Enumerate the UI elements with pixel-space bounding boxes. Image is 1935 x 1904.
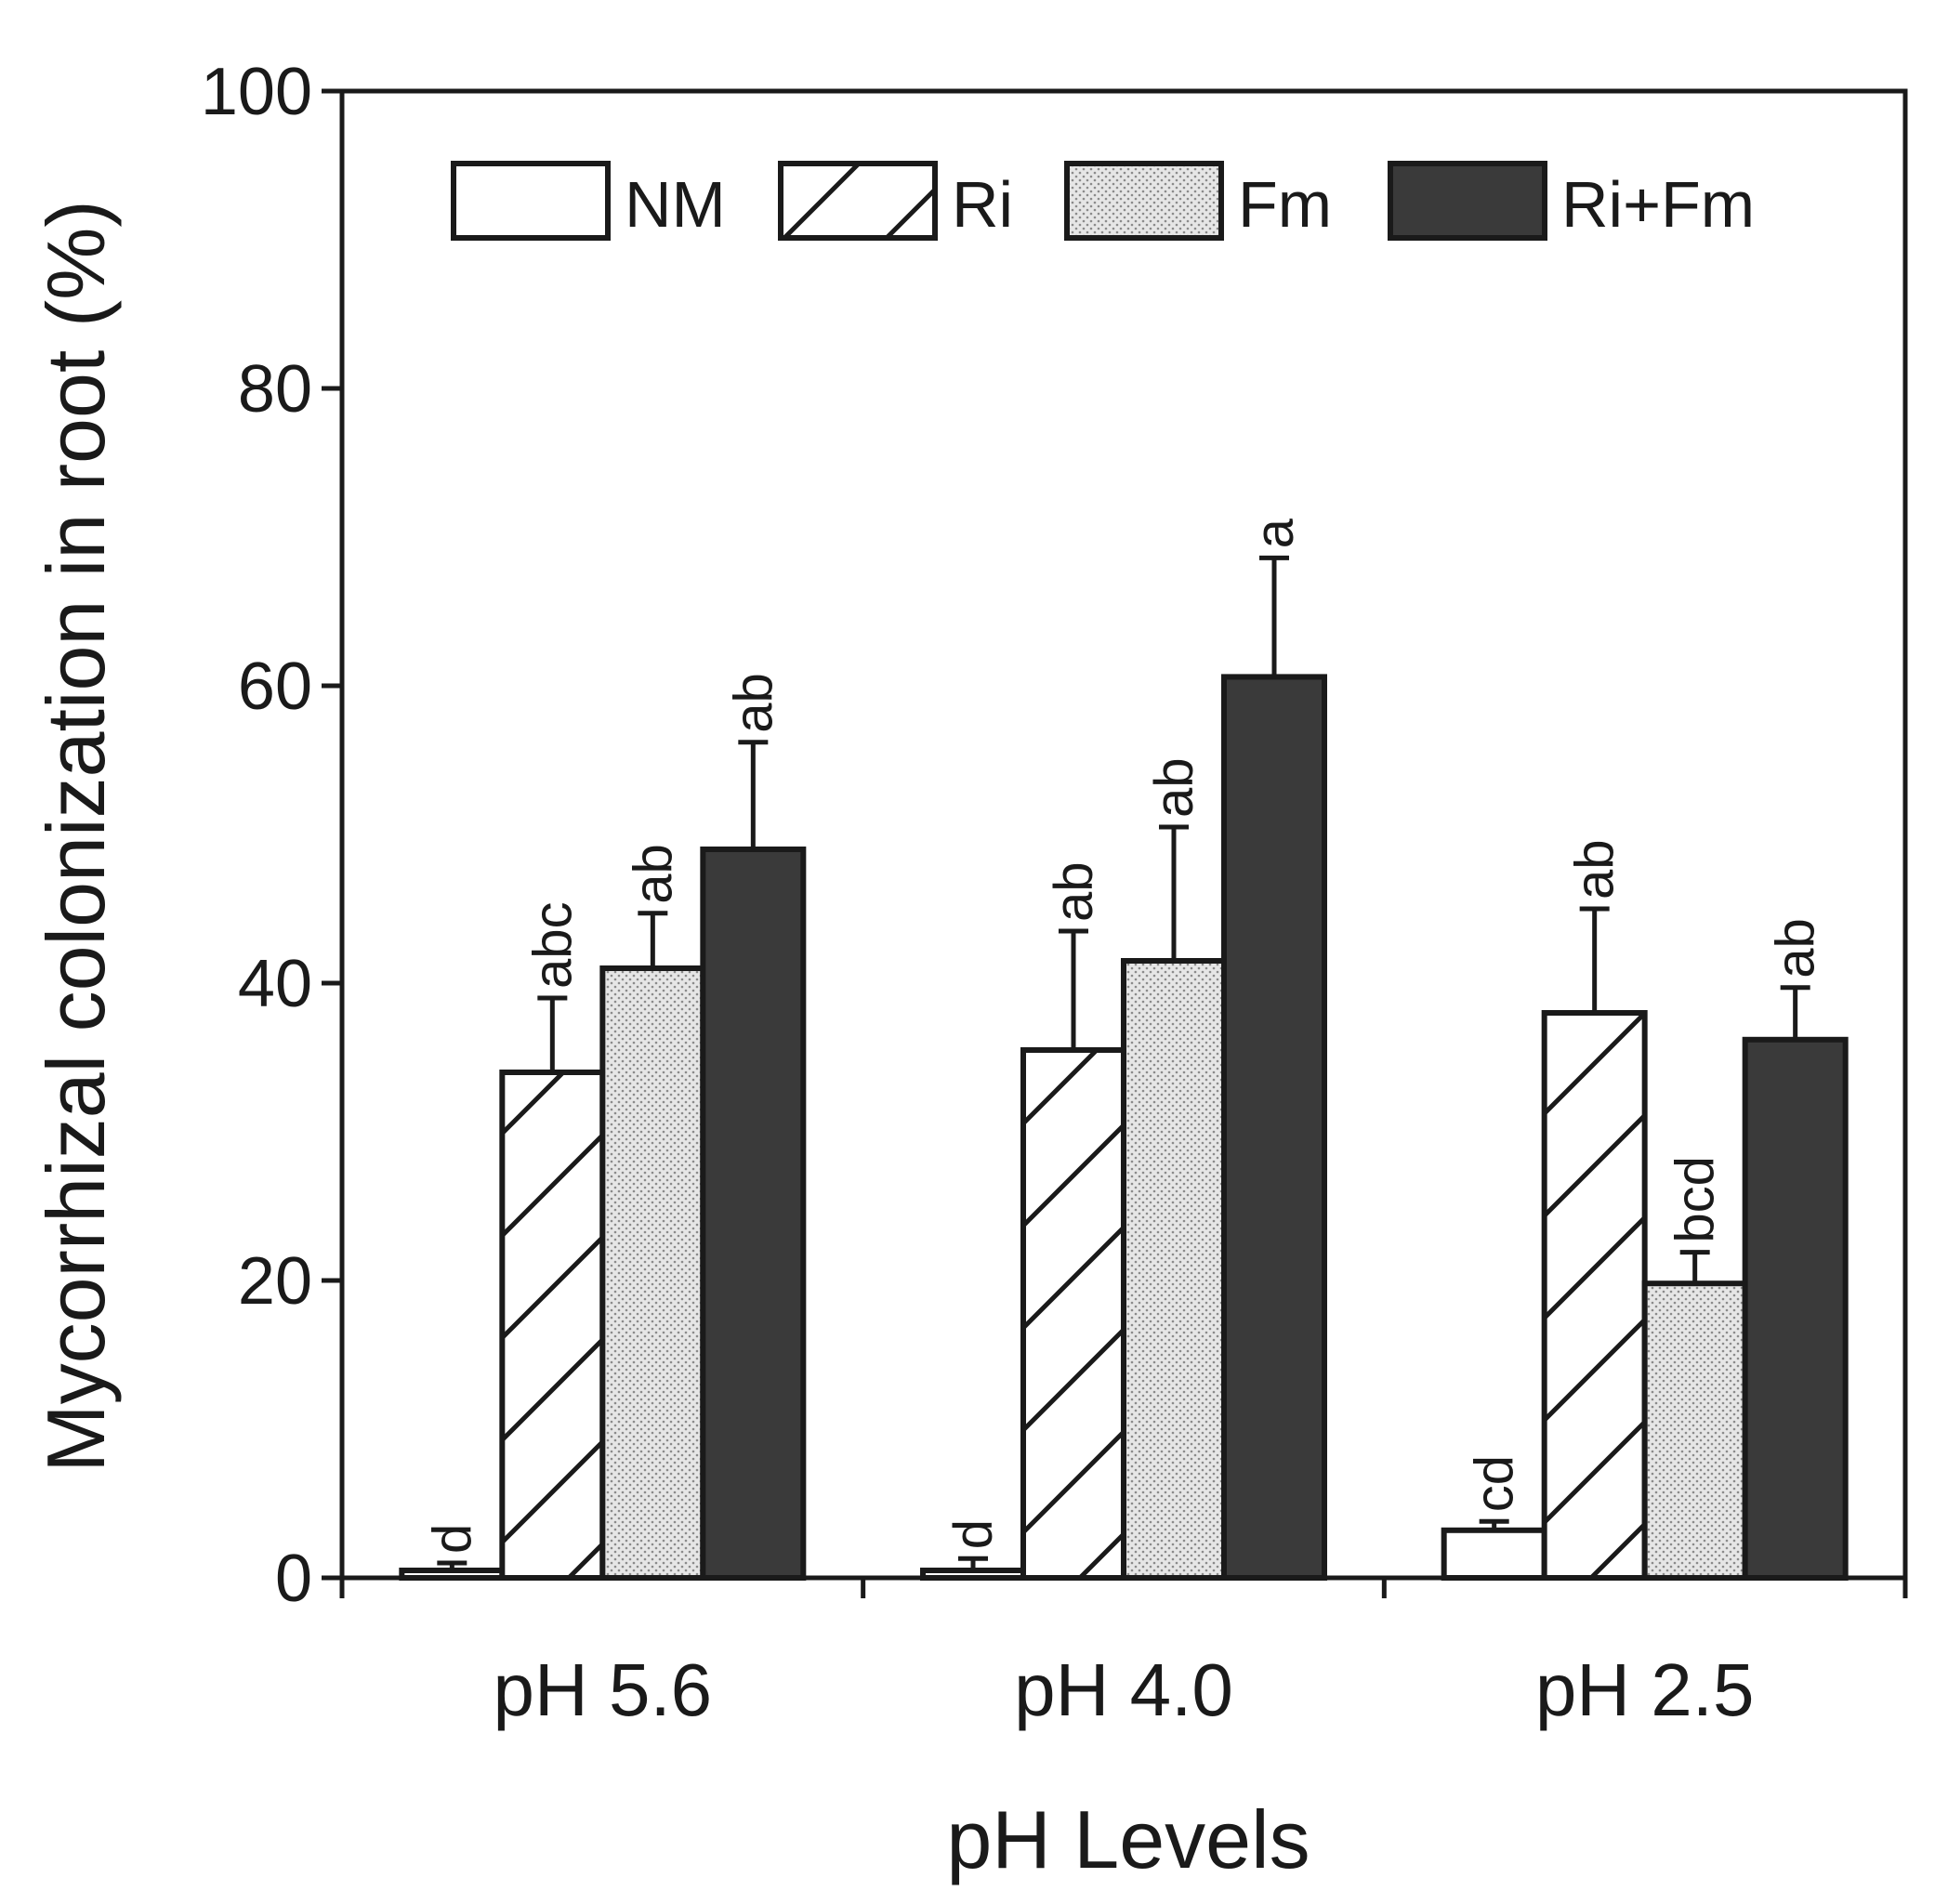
legend-swatch-ri [778, 161, 938, 241]
bar-ri-fm-ph-5-6 [700, 847, 807, 1581]
sig-letter-fm-ph-2-5: bcd [1665, 1156, 1726, 1243]
legend-swatch-ri-fm [1388, 161, 1547, 241]
y-tick-label-40: 40 [238, 947, 312, 1021]
sig-letter-ri-ph-5-6: abc [522, 901, 583, 989]
y-axis-title: Mycorrhizal colonization in root (%) [30, 200, 122, 1472]
y-tick-label-60: 60 [238, 650, 312, 724]
bar-nm-ph-4-0 [920, 1568, 1026, 1581]
sig-letter-nm-ph-4-0: d [943, 1519, 1004, 1549]
sig-letter-ri-ph-2-5: ab [1565, 839, 1626, 899]
y-tick-label-20: 20 [238, 1244, 312, 1319]
bar-ri-ph-4-0 [1020, 1047, 1126, 1581]
sig-letter-ri-ph-4-0: ab [1044, 861, 1104, 922]
legend-label-ri: Ri [952, 168, 1013, 241]
sig-letter-fm-ph-4-0: ab [1144, 757, 1204, 818]
x-tick-label-ph-4-0: pH 4.0 [1014, 1648, 1233, 1731]
sig-letter-ri-fm-ph-4-0: a [1244, 518, 1305, 548]
legend-label-fm: Fm [1238, 168, 1332, 241]
y-tick-label-0: 0 [275, 1542, 312, 1616]
y-tick-label-80: 80 [238, 352, 312, 427]
bar-ri-ph-2-5 [1541, 1010, 1648, 1581]
bar-fm-ph-4-0 [1121, 958, 1227, 1581]
legend-swatch-nm [451, 161, 611, 241]
legend-swatch-fm [1064, 161, 1224, 241]
bar-fm-ph-2-5 [1641, 1280, 1748, 1581]
sig-letter-ri-fm-ph-5-6: ab [723, 673, 783, 733]
x-tick-label-ph-2-5: pH 2.5 [1535, 1648, 1755, 1731]
bar-nm-ph-5-6 [399, 1568, 506, 1581]
y-tick-label-100: 100 [201, 55, 312, 129]
bar-ri-fm-ph-4-0 [1221, 674, 1327, 1581]
sig-letter-ri-fm-ph-2-5: ab [1766, 918, 1826, 978]
x-axis-title: pH Levels [946, 1793, 1310, 1885]
bar-ri-ph-5-6 [499, 1070, 606, 1581]
bar-nm-ph-2-5 [1441, 1527, 1547, 1582]
sig-letter-fm-ph-5-6: ab [623, 844, 683, 904]
legend-label-nm: NM [625, 168, 726, 241]
sig-letter-nm-ph-5-6: d [422, 1524, 482, 1554]
bar-fm-ph-5-6 [599, 965, 706, 1581]
legend-label-ri-fm: Ri+Fm [1561, 168, 1755, 241]
x-tick-label-ph-5-6: pH 5.6 [493, 1648, 712, 1731]
sig-letter-nm-ph-2-5: cd [1465, 1455, 1525, 1512]
bar-ri-fm-ph-2-5 [1742, 1036, 1849, 1582]
